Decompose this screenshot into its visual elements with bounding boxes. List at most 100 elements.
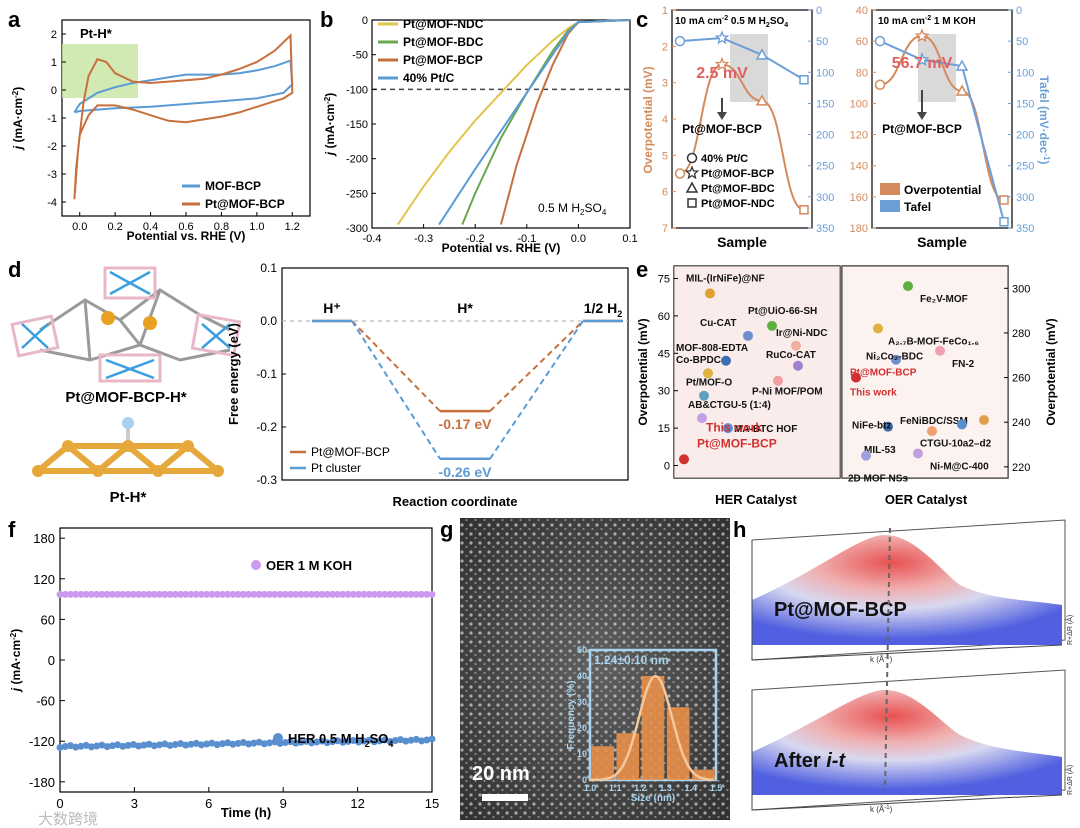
panel-c-right-legend-swatch — [880, 200, 900, 212]
panel-f-oer-point — [313, 590, 321, 598]
panel-d-ytick-label: 0.1 — [260, 261, 277, 275]
panel-c-left-overpotential-tick: 5 — [662, 150, 668, 162]
panel-f-her-point — [203, 740, 211, 748]
panel-a-xtick-label: 1.2 — [285, 221, 300, 233]
pt-h-cluster-illustration — [32, 417, 224, 477]
panel-letter-a: a — [8, 7, 21, 32]
panel-f-her-point — [77, 742, 85, 750]
panel-f-ylabel: j (mA·cm-2) — [9, 629, 23, 693]
panel-c-left-arrowhead — [717, 112, 727, 120]
panel-f-oer-point — [292, 590, 300, 598]
panel-c-right-condition: 10 mA cm-2 1 M KOH — [878, 15, 976, 27]
panel-d-connector — [489, 320, 584, 460]
panel-c-right-overpotential-tick: 100 — [850, 98, 868, 110]
panel-b-frame — [371, 19, 631, 229]
panel-f-oer-point — [339, 590, 347, 598]
panel-a-ylabel: j (mA·cm-2) — [11, 87, 25, 151]
panel-f-oer-point — [140, 590, 148, 598]
panel-f-oer-point — [197, 590, 205, 598]
panel-f-her-point — [171, 741, 179, 749]
panel-f-her-point — [360, 737, 368, 745]
panel-d-energy-label: -0.17 eV — [439, 416, 493, 432]
inset-xtick-label: 1.5 — [710, 783, 723, 793]
panel-f-oer-point — [72, 590, 80, 598]
panel-f-oer-point — [376, 590, 384, 598]
panel-c-right-overpotential-tick: 120 — [850, 130, 868, 142]
panel-e-oer-label: Ni-M@C-400 — [930, 461, 989, 472]
panel-c-right-overpotential-tick: 140 — [850, 161, 868, 173]
panel-f-legend-oer: OER 1 M KOH — [266, 558, 352, 573]
panel-f-her-point — [156, 741, 164, 749]
panel-f-oer-point — [103, 590, 111, 598]
panel-a-xtick-label: 0.4 — [143, 221, 158, 233]
panel-e-oer-point — [851, 372, 861, 383]
panel-c-right-tafel-tick: 200 — [1016, 130, 1034, 142]
panel-e-her-label: MA-BTC HOF — [734, 424, 797, 435]
panel-c-left-overpotential-tick: 6 — [662, 187, 668, 199]
panel-f-oer-point — [397, 590, 405, 598]
panel-d-energy-label: -0.26 eV — [439, 464, 493, 480]
panel-e-xlabel-her: HER Catalyst — [715, 492, 797, 507]
panel-d-ytick-label: -0.2 — [256, 420, 277, 434]
panel-f-oer-point — [234, 590, 242, 598]
panel-f-her-point — [297, 738, 305, 746]
panel-e-oer-point — [861, 450, 871, 461]
panel-c-ylabel-left: Overpotential (mV) — [641, 66, 655, 173]
panel-c-right-tafel-line — [879, 40, 1005, 223]
panel-f-her-point — [418, 737, 426, 745]
panel-c-right-tafel-tick: 300 — [1016, 192, 1034, 204]
wavelet-peak-guide — [884, 527, 891, 791]
inset-ytick-label: 20 — [577, 723, 587, 733]
panel-e-oer-point — [873, 323, 883, 334]
panel-e-her-label: AB&CTGU-5 (1:4) — [688, 400, 771, 411]
panel-a-xtick-label: 0.8 — [214, 221, 229, 233]
panel-d-legend-label: Pt@MOF-BCP — [311, 445, 390, 459]
panel-c-right-tafel-point — [999, 217, 1009, 227]
panel-f-her-point — [250, 739, 258, 747]
inset-xlabel: Size (nm) — [631, 793, 675, 804]
panel-c-left-tafel-tick: 150 — [816, 98, 834, 110]
panel-f-ytick-label: -60 — [36, 694, 55, 709]
panel-f-oer-point — [418, 590, 426, 598]
panel-f-her-point — [124, 741, 132, 749]
panel-e-oer-point — [913, 448, 923, 459]
panel-f-oer-point — [77, 590, 85, 598]
panel-f-oer-point — [245, 590, 253, 598]
panel-e-her-point — [721, 355, 731, 366]
panel-e-her-point — [791, 340, 801, 351]
panel-f-her-point — [423, 736, 431, 744]
panel-e-ylabel-right: Overpotential (mV) — [1044, 318, 1058, 425]
panel-e-her-label: Cu-CAT — [700, 318, 736, 329]
panel-b-series-0 — [396, 19, 631, 226]
inset-xtick-label: 1.3 — [659, 783, 672, 793]
panel-f-her-point — [339, 738, 347, 746]
panel-c-left-overpotential-tick: 3 — [662, 78, 668, 90]
panel-e-her-point — [723, 423, 733, 434]
inset-bar — [591, 746, 614, 780]
panel-e-her-ytick-label: 45 — [658, 348, 670, 360]
panel-f-her-point — [93, 742, 101, 750]
panel-c-legend-label: 40% Pt/C — [701, 153, 748, 165]
panel-d-state-label: H⁺ — [323, 300, 341, 316]
wavelet-top-k-axis: k (Å-1) — [870, 655, 893, 664]
panel-c-right-tafel-tick: 100 — [1016, 67, 1034, 79]
panel-e-oer-label: Ni₂Co₂-BDC — [866, 352, 923, 363]
panel-f-her-point — [344, 737, 352, 745]
panel-f-xtick-label: 3 — [131, 796, 138, 811]
panel-c-right-overpotential-tick: 160 — [850, 192, 868, 204]
panel-c-left-xlabel: Sample — [717, 234, 767, 250]
panel-a-xlabel: Potential vs. RHE (V) — [127, 229, 246, 243]
panel-d-state-label: 1/2 H2 — [584, 300, 622, 319]
panel-b-legend-label: 40% Pt/C — [403, 71, 455, 85]
panel-f-oer-point — [87, 590, 95, 598]
panel-f-her-point — [108, 742, 116, 750]
panel-f-oer-point — [334, 590, 342, 598]
panel-f-ytick-label: 0 — [48, 653, 55, 668]
panel-f-her-point — [87, 743, 95, 751]
panel-a-legend-label: Pt@MOF-BCP — [205, 197, 285, 211]
panel-f-oer-point — [391, 590, 399, 598]
panel-c-right-tafel-tick: 0 — [1016, 5, 1022, 17]
panel-f-her-point — [313, 738, 321, 746]
panel-f-oer-point — [145, 590, 153, 598]
inset-ytick-label: 10 — [577, 749, 587, 759]
